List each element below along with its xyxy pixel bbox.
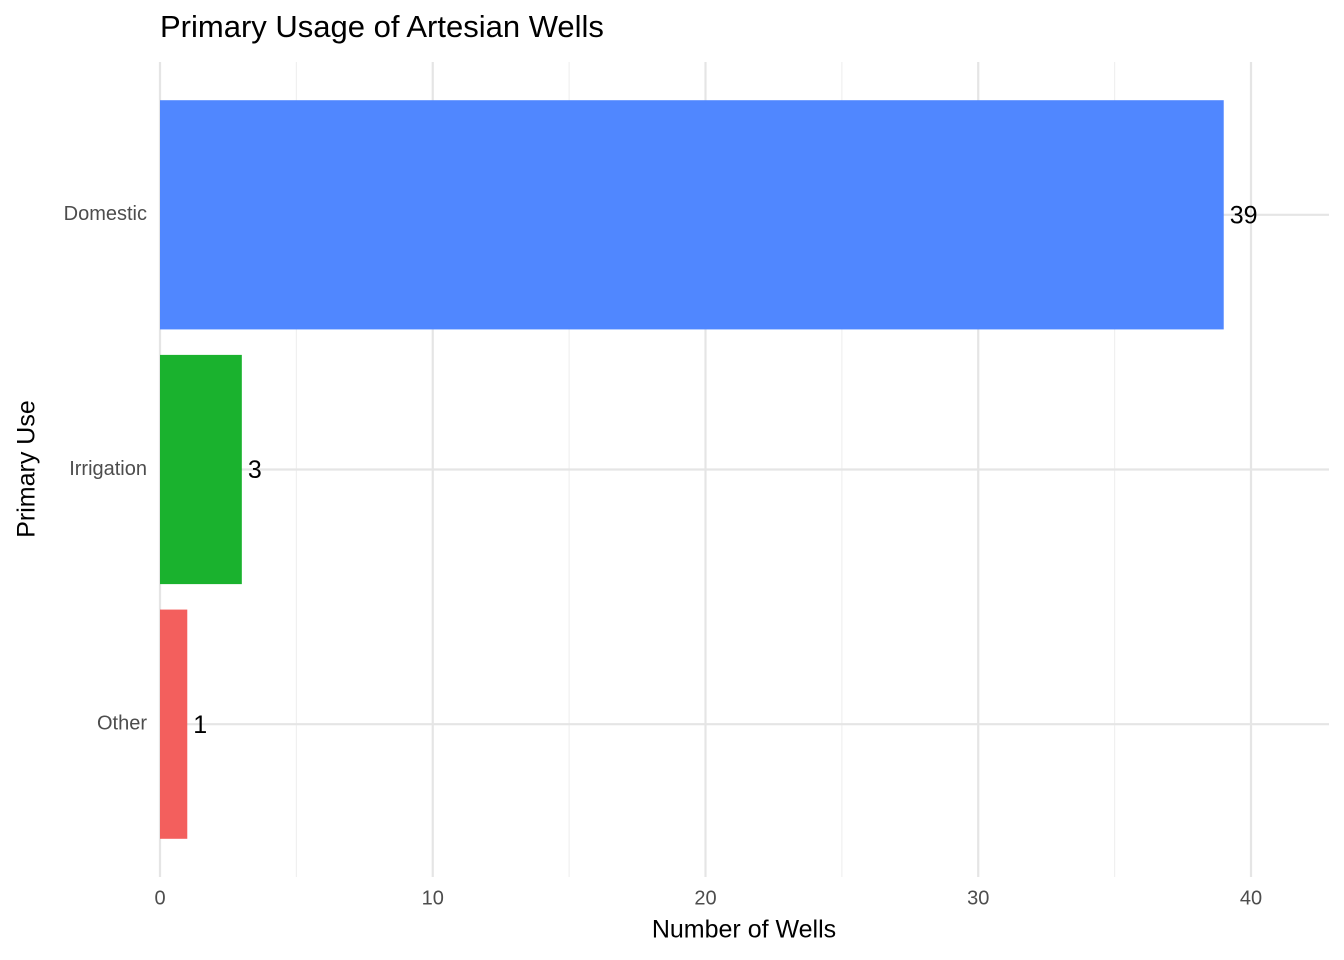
bar xyxy=(160,100,1224,330)
value-label: 39 xyxy=(1230,201,1258,229)
bar xyxy=(160,609,188,839)
y-tick-label: Irrigation xyxy=(69,458,147,480)
x-tick-label: 20 xyxy=(694,887,716,909)
y-tick-label: Other xyxy=(97,712,147,734)
y-tick-label: Domestic xyxy=(64,203,147,225)
value-label: 3 xyxy=(248,456,262,484)
x-tick-label: 30 xyxy=(967,887,989,909)
x-axis-title: Number of Wells xyxy=(652,916,836,944)
value-label: 1 xyxy=(193,711,207,739)
x-tick-label: 0 xyxy=(154,887,165,909)
chart-title: Primary Usage of Artesian Wells xyxy=(160,9,604,44)
bar xyxy=(160,354,242,585)
x-tick-label: 40 xyxy=(1240,887,1262,909)
y-axis-title: Primary Use xyxy=(13,400,41,538)
x-tick-label: 10 xyxy=(422,887,444,909)
